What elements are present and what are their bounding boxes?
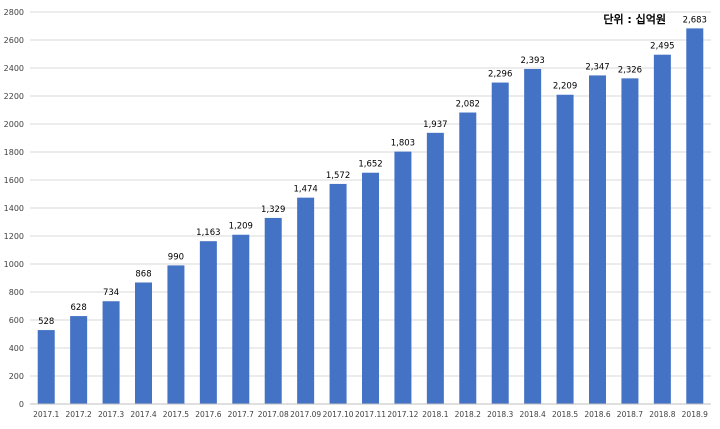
x-tick-label: 2018.1 <box>422 410 448 419</box>
y-tick-label: 1000 <box>4 260 24 269</box>
data-label: 2,209 <box>553 82 577 92</box>
y-tick-label: 2200 <box>4 92 24 101</box>
y-tick-label: 400 <box>9 344 24 353</box>
bar <box>686 28 704 404</box>
data-label: 990 <box>168 252 184 262</box>
data-label: 2,326 <box>618 65 642 75</box>
data-label: 868 <box>135 269 151 279</box>
bar <box>524 68 542 404</box>
x-tick-label: 2017.10 <box>323 410 354 419</box>
x-tick-label: 2018.7 <box>617 410 643 419</box>
y-tick-label: 1600 <box>4 176 24 185</box>
bar <box>621 78 639 405</box>
x-tick-label: 2017.2 <box>66 410 92 419</box>
x-tick-label: 2018.9 <box>682 410 708 419</box>
data-label: 2,495 <box>650 42 674 52</box>
x-tick-label: 2017.4 <box>130 410 156 419</box>
data-label: 1,652 <box>358 160 382 170</box>
bars <box>37 28 704 405</box>
data-label: 2,082 <box>456 100 480 110</box>
bar <box>394 151 412 404</box>
x-tick-label: 2018.5 <box>552 410 578 419</box>
bar <box>362 172 379 404</box>
bar <box>264 217 282 404</box>
data-label: 528 <box>38 317 54 327</box>
bar <box>556 94 574 405</box>
y-tick-label: 1800 <box>4 148 24 157</box>
bar <box>491 82 509 404</box>
x-tick-label: 2018.6 <box>584 410 610 419</box>
bar <box>589 75 606 405</box>
data-label: 1,803 <box>391 139 415 149</box>
x-tick-label: 2017.3 <box>98 410 124 419</box>
bar <box>459 112 477 405</box>
y-tick-label: 1200 <box>4 232 24 241</box>
y-tick-label: 2800 <box>4 8 24 17</box>
bar <box>232 234 250 404</box>
data-label: 1,572 <box>326 171 350 181</box>
bar <box>102 301 120 404</box>
x-tick-label: 2018.8 <box>649 410 675 419</box>
bar <box>329 183 347 404</box>
x-axis-tick-labels: 2017.1 2017.2 2017.3 2017.4 2017.5 2017.6 2017… <box>33 410 708 419</box>
bar <box>135 282 152 404</box>
unit-label: 단위 : 십억원 <box>603 13 666 26</box>
x-tick-label: 2017.6 <box>195 410 221 419</box>
x-tick-label: 2017.7 <box>228 410 254 419</box>
bar <box>167 265 185 404</box>
data-label: 1,163 <box>196 228 220 238</box>
y-axis-tick-labels: 0 200 400 600 800 1000 1200 1400 1600 1800 2000 220… <box>4 8 24 409</box>
x-tick-label: 2018.3 <box>487 410 513 419</box>
data-label: 2,393 <box>520 56 544 66</box>
data-label: 2,296 <box>488 70 512 80</box>
data-labels: 528 628 734 868 990 1,163 1,209 1,329 1,474 1,572… <box>38 15 707 327</box>
x-tick-label: 2017.08 <box>258 410 289 419</box>
bar <box>297 197 315 404</box>
data-label: 628 <box>71 303 87 313</box>
y-tick-label: 2400 <box>4 64 24 73</box>
y-tick-label: 800 <box>9 288 24 297</box>
x-tick-label: 2018.4 <box>520 410 546 419</box>
x-tick-label: 2017.12 <box>387 410 418 419</box>
data-label: 1,329 <box>261 205 285 215</box>
x-tick-label: 2018.2 <box>455 410 481 419</box>
y-tick-label: 2600 <box>4 36 24 45</box>
y-tick-label: 600 <box>9 316 24 325</box>
x-tick-label: 2017.09 <box>290 410 321 419</box>
bar <box>199 241 217 404</box>
bar <box>653 54 671 404</box>
x-tick-label: 2017.11 <box>355 410 386 419</box>
data-label: 734 <box>103 288 119 298</box>
bar <box>70 316 88 404</box>
data-label: 1,937 <box>423 120 447 130</box>
y-tick-label: 200 <box>9 372 24 381</box>
bar <box>37 330 55 404</box>
x-tick-label: 2017.1 <box>33 410 59 419</box>
x-tick-label: 2017.5 <box>163 410 189 419</box>
data-label: 1,474 <box>293 185 317 195</box>
bar <box>426 132 444 404</box>
y-tick-label: 0 <box>19 400 24 409</box>
data-label: 2,683 <box>683 15 707 25</box>
data-label: 1,209 <box>229 222 253 232</box>
y-tick-label: 1400 <box>4 204 24 213</box>
data-label: 2,347 <box>585 62 609 72</box>
y-tick-label: 2000 <box>4 120 24 129</box>
